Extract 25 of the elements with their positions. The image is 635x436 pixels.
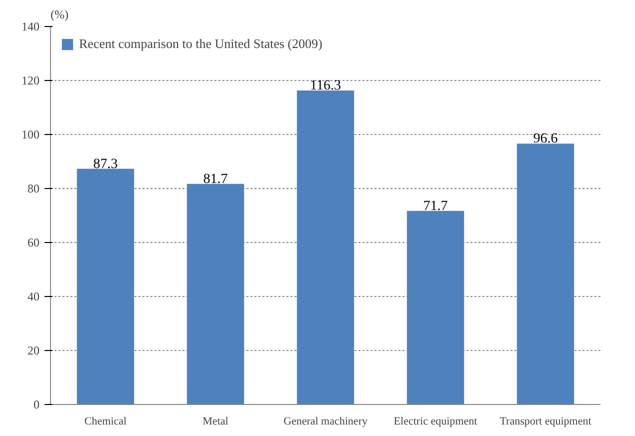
- legend-label: Recent comparison to the United States (2009): [79, 36, 322, 52]
- data-label: 81.7: [203, 172, 228, 187]
- bar: [76, 168, 134, 404]
- x-tick-label: Electric equipment: [394, 416, 478, 428]
- bar: [296, 90, 354, 404]
- data-label: 71.7: [423, 198, 448, 214]
- y-tick-label: 40: [28, 290, 40, 304]
- y-tick-label: 20: [28, 344, 40, 358]
- data-label: 96.6: [533, 132, 558, 147]
- data-label: 87.3: [93, 156, 118, 172]
- bar: [516, 144, 574, 404]
- y-tick-label: 80: [28, 182, 40, 196]
- y-axis-title: (%): [50, 8, 68, 22]
- y-tick-label: 60: [28, 236, 40, 250]
- y-tick-label: 120: [22, 74, 40, 88]
- x-tick-label: Transport equipment: [500, 416, 592, 428]
- bar: [406, 210, 464, 404]
- x-tick-label: Chemical: [84, 416, 127, 428]
- x-tick-label: Metal: [202, 416, 228, 428]
- y-tick-label: 140: [22, 20, 40, 34]
- x-tick-label: General machinery: [284, 416, 368, 428]
- y-tick-label: 0: [34, 398, 40, 412]
- data-label: 116.3: [310, 78, 341, 94]
- bar: [186, 184, 244, 404]
- y-tick-label: 100: [22, 128, 40, 142]
